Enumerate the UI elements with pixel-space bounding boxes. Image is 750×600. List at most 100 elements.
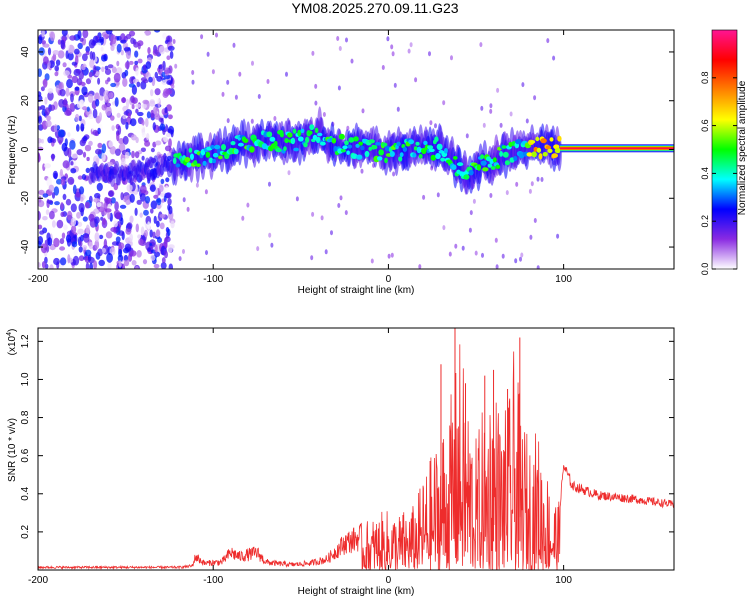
noise-blob [287, 170, 291, 176]
noise-blob [71, 241, 78, 248]
ridge-blob [249, 146, 255, 153]
y-tick-label: 0.4 [20, 486, 31, 500]
noise-blob [221, 91, 225, 97]
ridge-blob [233, 148, 239, 155]
noise-blob [205, 250, 208, 256]
noise-blob [391, 51, 395, 57]
ridge-blob [418, 154, 423, 159]
noise-blob [339, 195, 343, 201]
noise-blob [135, 223, 139, 233]
noise-blob [131, 134, 137, 141]
noise-blob [336, 36, 340, 41]
noise-blob [149, 184, 156, 192]
noise-blob [135, 103, 142, 108]
ridge-blob [398, 156, 403, 162]
ridge-blob [190, 153, 194, 160]
noise-blob [314, 100, 318, 106]
ridge-blob [477, 164, 481, 171]
noise-blob [482, 122, 486, 128]
ridge-blob [340, 148, 346, 153]
ridge-blob [412, 152, 417, 158]
ridge-blob [172, 157, 177, 165]
noise-blob [80, 123, 85, 132]
noise-blob [103, 238, 108, 249]
noise-blob [67, 176, 75, 185]
noise-blob [164, 250, 168, 259]
noise-blob [88, 93, 94, 103]
ridge-blob [531, 151, 537, 158]
noise-blob [88, 140, 93, 147]
noise-blob [59, 246, 66, 251]
noise-blob [97, 142, 103, 149]
noise-blob [66, 78, 73, 89]
noise-blob [442, 225, 446, 231]
noise-blob [94, 232, 100, 242]
noise-blob [85, 46, 90, 53]
noise-blob [152, 231, 156, 239]
x-tick-label: 0 [386, 575, 392, 586]
noise-blob [123, 47, 131, 52]
noise-blob [156, 204, 162, 210]
noise-blob [88, 71, 93, 78]
colorbar-label: Normalized spectral amplitude [737, 80, 748, 215]
noise-blob [100, 216, 104, 221]
noise-blob [168, 263, 173, 269]
noise-blob [161, 71, 166, 78]
noise-blob [154, 251, 161, 258]
noise-blob [211, 69, 215, 75]
noise-blob [60, 178, 66, 186]
spectrogram-ylabel: Frequency (Hz) [7, 116, 18, 185]
noise-blob [168, 138, 172, 148]
noise-blob [495, 264, 499, 269]
noise-blob [118, 242, 125, 250]
noise-blob [322, 112, 326, 117]
noise-blob [100, 46, 104, 52]
noise-blob [156, 75, 163, 82]
ridge-blob [453, 156, 458, 160]
noise-blob [125, 121, 129, 130]
x-tick-label: 0 [386, 274, 392, 285]
noise-blob [111, 125, 115, 131]
noise-blob [154, 113, 161, 120]
noise-blob [556, 233, 560, 239]
noise-blob [454, 243, 458, 249]
ridge-blob [436, 143, 443, 150]
noise-blob [393, 82, 397, 88]
noise-blob [126, 184, 133, 192]
noise-blob [167, 198, 172, 206]
noise-blob [128, 60, 134, 65]
noise-blob [54, 201, 60, 206]
ridge-blob [515, 139, 522, 145]
noise-blob [407, 48, 411, 54]
noise-blob [38, 262, 41, 268]
noise-blob [442, 100, 446, 106]
noise-blob [104, 68, 112, 75]
noise-blob [108, 140, 114, 148]
noise-blob [344, 210, 348, 216]
noise-blob [117, 125, 122, 135]
noise-blob [98, 259, 105, 267]
noise-blob [56, 178, 63, 185]
noise-blob [546, 38, 550, 44]
noise-blob [428, 51, 431, 57]
ridge-blob [355, 143, 360, 148]
noise-blob [94, 208, 99, 214]
noise-blob [129, 233, 134, 242]
noise-blob [145, 117, 149, 128]
noise-blob [38, 68, 42, 77]
noise-blob [505, 190, 509, 196]
noise-blob [38, 94, 43, 102]
noise-blob [165, 227, 170, 233]
noise-blob [520, 252, 524, 258]
noise-blob [141, 119, 145, 127]
noise-blob [71, 61, 78, 66]
noise-blob [120, 39, 127, 44]
noise-blob [164, 185, 169, 193]
noise-blob [85, 224, 90, 235]
noise-blob [131, 150, 135, 159]
colorbar-gradient [711, 29, 738, 270]
noise-blob [94, 92, 100, 102]
noise-blob [117, 254, 124, 262]
ridge-blob [482, 167, 489, 172]
noise-blob [146, 111, 151, 119]
